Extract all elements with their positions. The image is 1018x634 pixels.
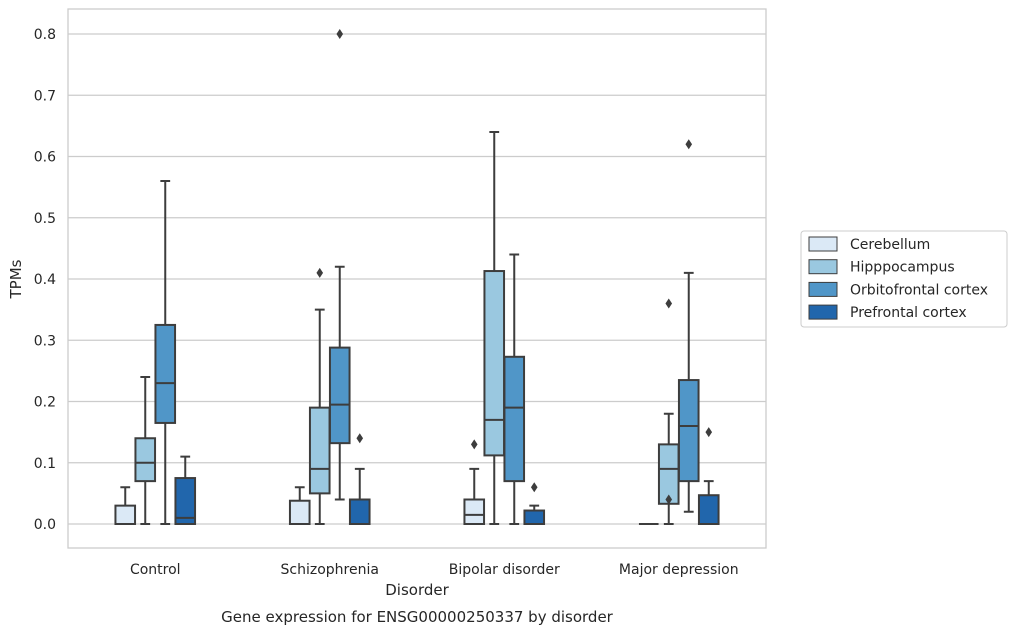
box-group	[174, 455, 197, 525]
y-axis-label: TPMs	[7, 259, 25, 299]
box	[503, 355, 526, 483]
outlier-point	[336, 29, 344, 39]
box	[154, 323, 177, 424]
outlier-point	[356, 433, 364, 444]
x-tick-label: Control	[130, 562, 181, 578]
y-tick-labels: 0.0 0.1 0.2 0.3 0.4 0.5 0.6 0.7 0.8	[34, 27, 56, 533]
x-axis-label: Disorder	[385, 581, 449, 599]
outlier-point	[530, 482, 538, 493]
box	[308, 406, 331, 495]
box-group	[503, 253, 526, 525]
box-group	[483, 131, 506, 525]
chart-caption: Gene expression for ENSG00000250337 by d…	[221, 608, 614, 626]
box	[134, 437, 157, 483]
box-group	[348, 433, 371, 525]
outlier-point	[665, 298, 673, 309]
box	[523, 509, 546, 525]
legend-swatch	[808, 236, 838, 252]
box	[328, 346, 351, 445]
box-group	[677, 139, 700, 513]
box	[697, 494, 720, 525]
legend-swatch	[808, 304, 838, 320]
legend-items: Cerebellum Hipppocampus Orbitofrontal cort…	[808, 236, 988, 321]
legend: Cerebellum Hipppocampus Orbitofrontal cort…	[800, 230, 1008, 328]
box-group	[288, 486, 311, 526]
box	[288, 499, 311, 526]
y-tick-label: 0.1	[34, 456, 56, 472]
y-tick-label: 0.0	[34, 517, 56, 533]
outlier-point	[705, 427, 713, 438]
box-group	[114, 486, 137, 525]
y-tick-label: 0.4	[34, 272, 56, 288]
box-group	[154, 180, 177, 525]
legend-label: Orbitofrontal cortex	[850, 282, 988, 298]
outlier-point	[316, 267, 324, 278]
y-tick-label: 0.2	[34, 395, 56, 411]
outlier-point	[665, 494, 673, 505]
box-group	[308, 267, 331, 525]
box	[677, 379, 700, 483]
y-tick-label: 0.8	[34, 27, 56, 43]
x-tick-label: Bipolar disorder	[449, 562, 560, 578]
plot-frame	[67, 8, 767, 549]
legend-label: Cerebellum	[850, 237, 930, 253]
legend-label: Prefrontal cortex	[850, 305, 967, 321]
box-group	[134, 376, 157, 525]
y-tick-label: 0.5	[34, 211, 56, 227]
x-tick-labels: Control Schizophrenia Bipolar disorder Majo…	[130, 562, 739, 578]
legend-frame	[800, 230, 1008, 328]
x-tick-label: Schizophrenia	[281, 562, 379, 578]
box	[114, 504, 137, 525]
box-group	[523, 482, 546, 525]
box	[483, 270, 506, 457]
box-groups	[114, 29, 720, 526]
box	[463, 498, 486, 525]
box-group	[328, 29, 351, 501]
outlier-point	[470, 439, 478, 450]
y-tick-label: 0.3	[34, 333, 56, 349]
box-group	[463, 439, 486, 525]
x-tick-label: Major depression	[619, 562, 739, 578]
box-group	[697, 427, 720, 525]
y-tick-label: 0.7	[34, 88, 56, 104]
box	[348, 498, 371, 525]
legend-swatch	[808, 259, 838, 275]
legend-swatch	[808, 281, 838, 297]
outlier-point	[685, 139, 693, 150]
y-tick-label: 0.6	[34, 150, 56, 166]
legend-label: Hipppocampus	[850, 260, 955, 276]
box	[174, 477, 197, 525]
box-group	[657, 298, 680, 525]
